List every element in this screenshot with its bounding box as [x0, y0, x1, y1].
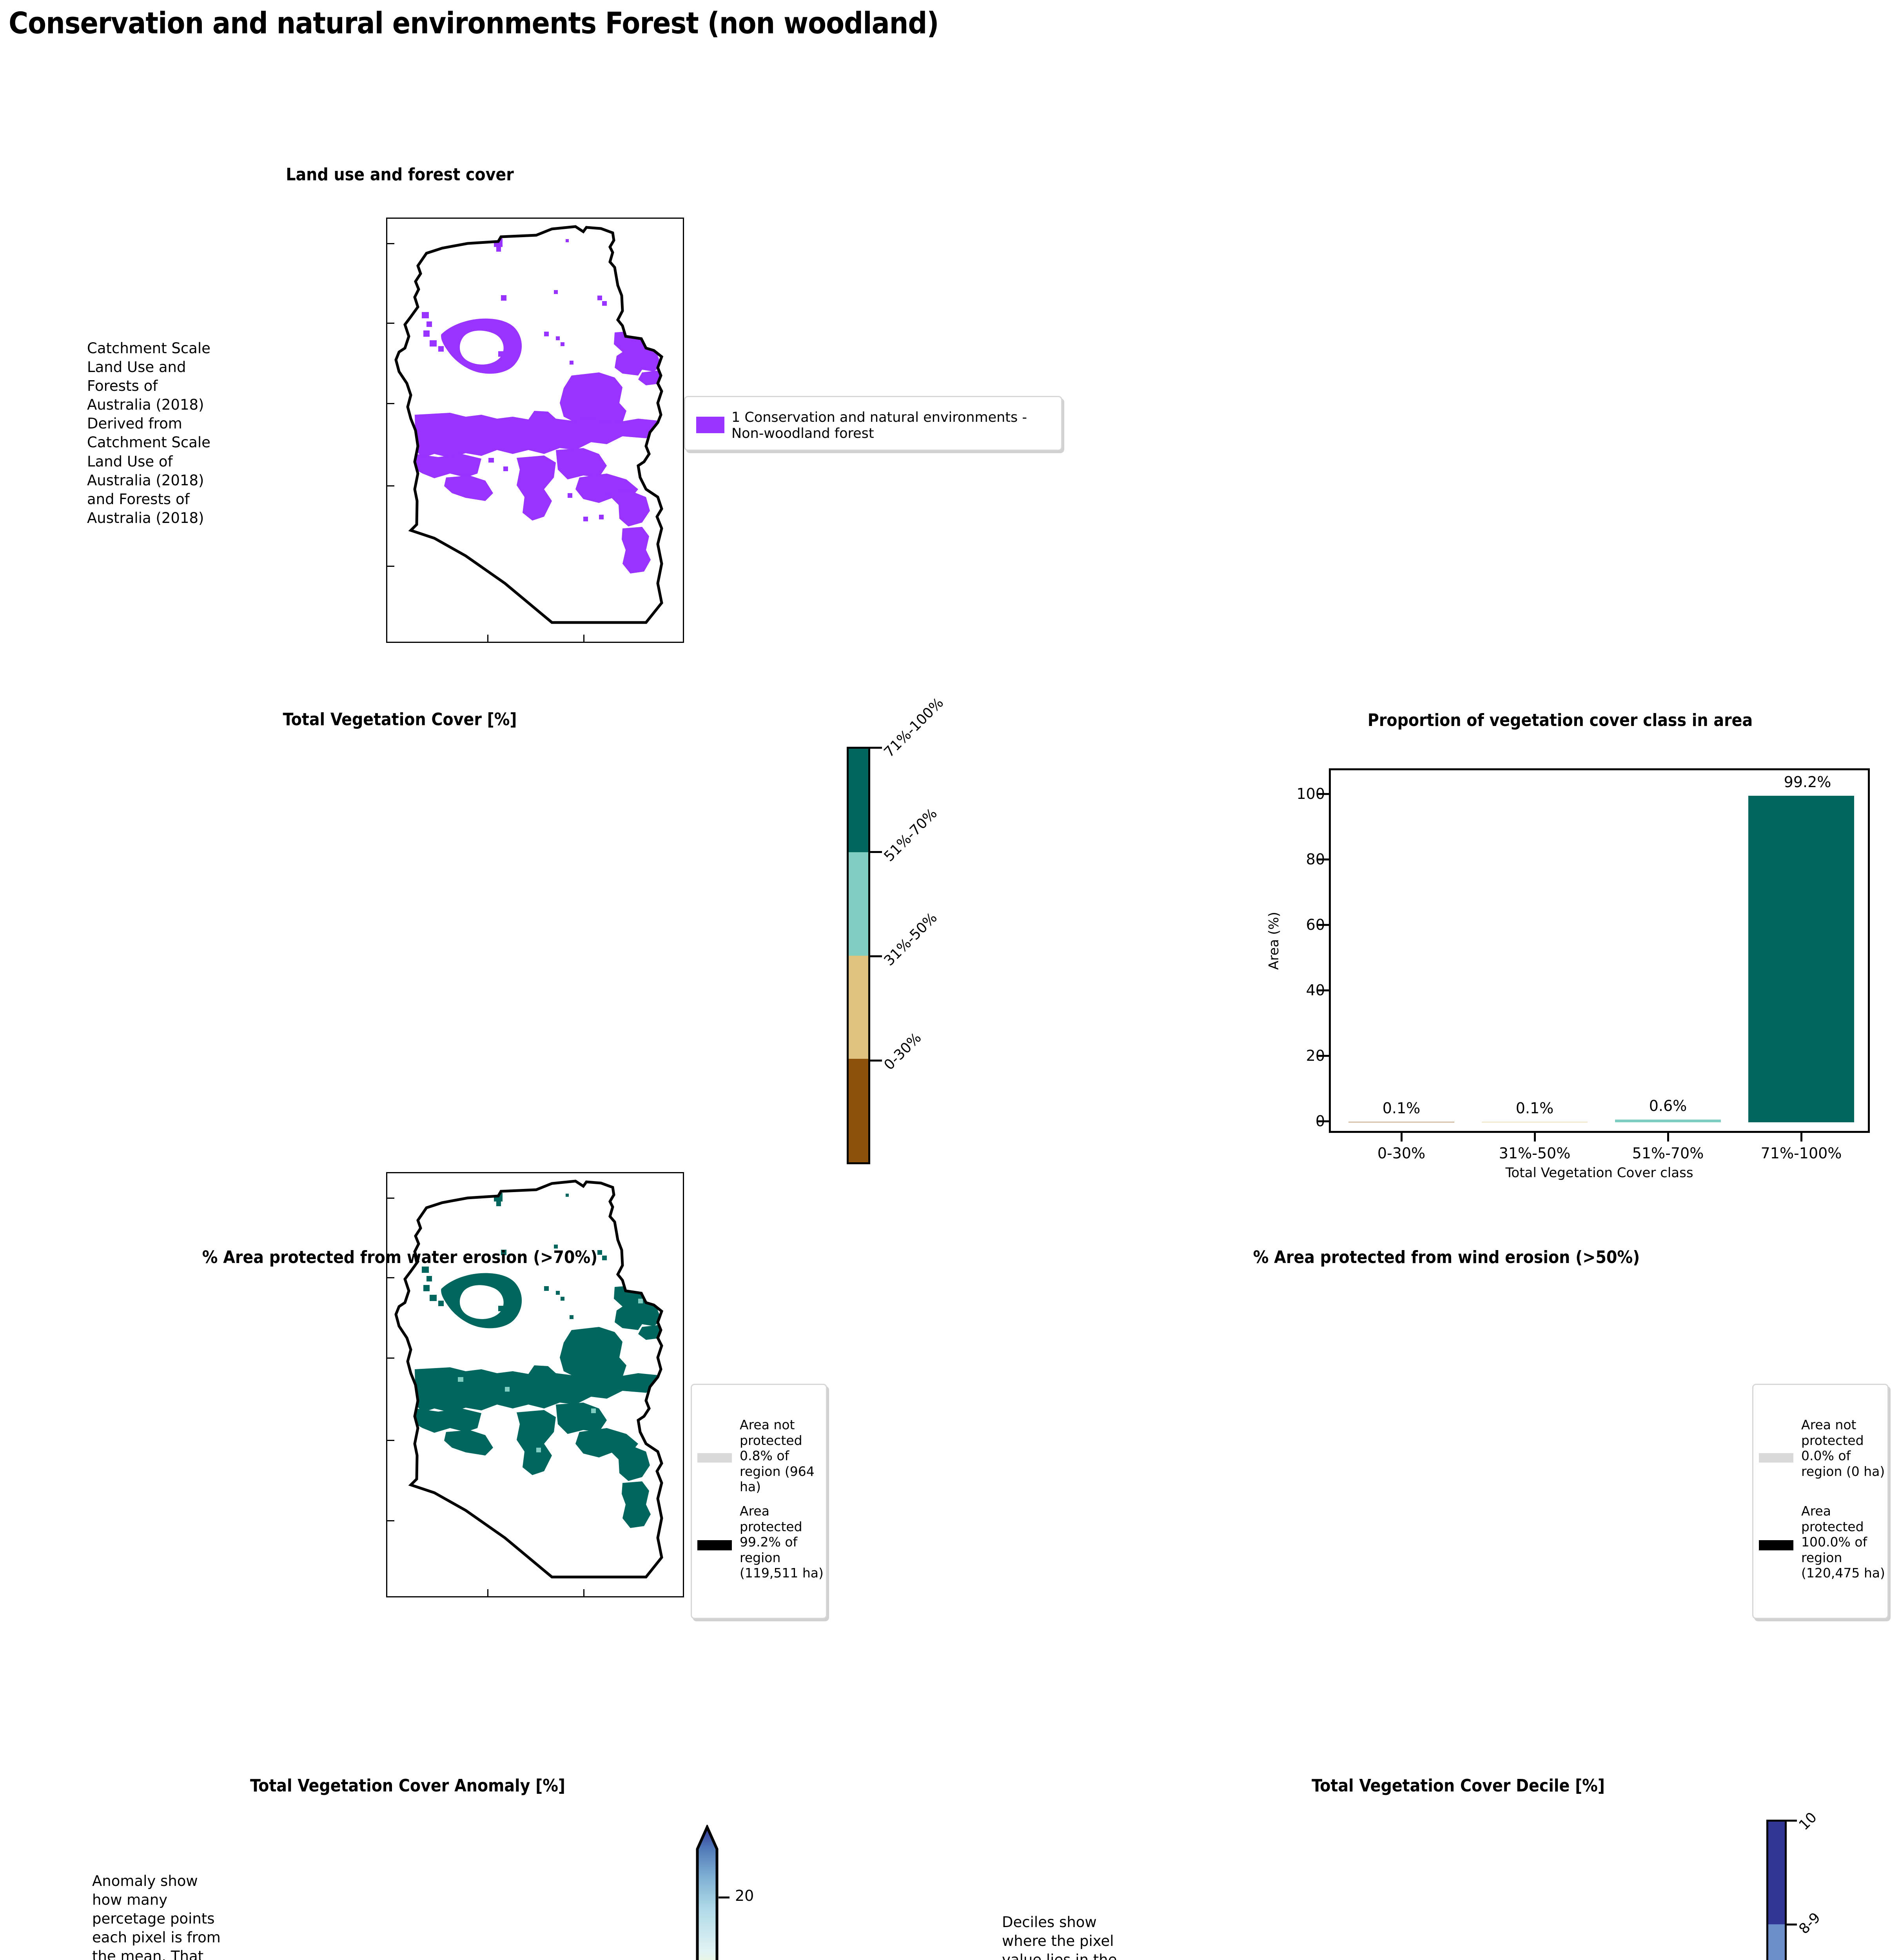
- bar-label-31-50: 0.1%: [1515, 1100, 1554, 1117]
- landuse-raster: [415, 238, 662, 573]
- chart-xtick-71-100: 71%-100%: [1760, 1145, 1842, 1162]
- chart-xtick-51-70: 51%-70%: [1632, 1145, 1704, 1162]
- panel-title-wind: % Area protected from wind erosion (>50%…: [1253, 1247, 1640, 1267]
- cb-tvc-tick-1: [870, 1060, 882, 1062]
- cb-decile-seg-10: [1768, 1822, 1785, 1925]
- anomaly-sidenote: Anomaly show how many percetage points e…: [92, 1873, 221, 1960]
- bar-label-71-100: 99.2%: [1784, 773, 1831, 791]
- legend-water: Area not protected 0.8% of region (964 h…: [691, 1384, 827, 1619]
- cb-decile-seg-8-9: [1768, 1924, 1785, 1960]
- landuse-sidenote: Catchment Scale Land Use and Forests of …: [87, 340, 211, 526]
- cb-decile-label-8-9: 8-9: [1796, 1909, 1824, 1937]
- chart-xlabel: Total Vegetation Cover class: [1505, 1165, 1693, 1181]
- colorbar-anomaly: [696, 1825, 719, 1960]
- map-tvc[interactable]: [386, 1172, 684, 1597]
- chart-xtick-31-50: 31%-50%: [1499, 1145, 1571, 1162]
- tvc-raster: [415, 1193, 662, 1528]
- chart-xtick-0-30: 0-30%: [1377, 1145, 1426, 1162]
- region-outline: [394, 1180, 664, 1579]
- chart-title: Proportion of vegetation cover class in …: [1367, 710, 1753, 730]
- legend-label-wind-not-protected: Area not protected 0.0% of region (0 ha): [1801, 1417, 1885, 1479]
- bar-label-51-70: 0.6%: [1649, 1097, 1687, 1114]
- cb-tvc-tick-4: [870, 747, 882, 749]
- legend-landuse: 1 Conservation and natural environments …: [684, 396, 1062, 451]
- legend-swatch-wind-protected: [1759, 1540, 1793, 1550]
- legend-swatch-wind-not-protected: [1759, 1453, 1793, 1463]
- chart-ylabel: Area (%): [1266, 912, 1282, 970]
- cb-tvc-seg-71-100: [849, 749, 868, 852]
- region-outline: [394, 225, 664, 624]
- cb-tvc-seg-51-70: [849, 852, 868, 956]
- panel-title-anomaly: Total Vegetation Cover Anomaly [%]: [250, 1776, 566, 1796]
- legend-label-landuse: 1 Conservation and natural environments …: [731, 410, 1027, 441]
- legend-swatch-landuse: [696, 417, 724, 433]
- bar-label-0-30: 0.1%: [1382, 1100, 1421, 1117]
- panel-title-tvc: Total Vegetation Cover [%]: [283, 710, 517, 730]
- cb-tvc-seg-0-30: [849, 1059, 868, 1162]
- cb-decile-tick-10: [1787, 1820, 1797, 1822]
- decile-sidenote: Deciles show where the pixel value lies …: [1002, 1914, 1117, 1960]
- legend-swatch-water-protected: [697, 1540, 732, 1550]
- cb-tvc-seg-31-50: [849, 955, 868, 1059]
- bar-chart[interactable]: Area (%) 100 80 60 40 20 0 0.1% 0.1% 0.6…: [1266, 768, 1870, 1181]
- bar-51-70[interactable]: [1615, 1120, 1721, 1122]
- panel-title-landuse: Land use and forest cover: [286, 165, 514, 185]
- cb-tvc-label-71-100: 71%-100%: [881, 695, 947, 760]
- cb-tvc-label-31-50: 31%-50%: [881, 909, 940, 969]
- colorbar-decile: [1766, 1820, 1787, 1960]
- cb-tvc-label-51-70: 51%-70%: [881, 805, 940, 865]
- cb-decile-tick-8-9: [1787, 1924, 1797, 1926]
- panel-title-decile: Total Vegetation Cover Decile [%]: [1312, 1776, 1605, 1796]
- cb-tvc-tick-3: [870, 851, 882, 853]
- cb-anom-label-20: 20: [735, 1887, 754, 1904]
- legend-label-water-not-protected: Area not protected 0.8% of region (964 h…: [740, 1417, 815, 1495]
- cb-anom-tick-20: [719, 1896, 730, 1898]
- legend-label-wind-protected: Area protected 100.0% of region (120,475…: [1801, 1503, 1885, 1581]
- cb-tvc-label-0-30: 0-30%: [881, 1030, 925, 1073]
- bar-71-100[interactable]: [1748, 796, 1854, 1122]
- legend-label-water-protected: Area protected 99.2% of region (119,511 …: [740, 1503, 824, 1581]
- map-landuse[interactable]: [386, 218, 684, 643]
- legend-swatch-water-not-protected: [697, 1453, 732, 1463]
- cb-decile-label-10: 10: [1796, 1809, 1820, 1833]
- colorbar-tvc: [847, 747, 870, 1164]
- cb-tvc-tick-2: [870, 955, 882, 957]
- legend-wind: Area not protected 0.0% of region (0 ha)…: [1752, 1384, 1889, 1619]
- map-landuse-svg: [394, 225, 664, 624]
- panel-title-water: % Area protected from water erosion (>70…: [202, 1247, 598, 1267]
- page-title: Conservation and natural environments Fo…: [9, 5, 939, 40]
- map-tvc-svg: [394, 1180, 664, 1579]
- colorbar-anomaly-svg: [696, 1825, 719, 1960]
